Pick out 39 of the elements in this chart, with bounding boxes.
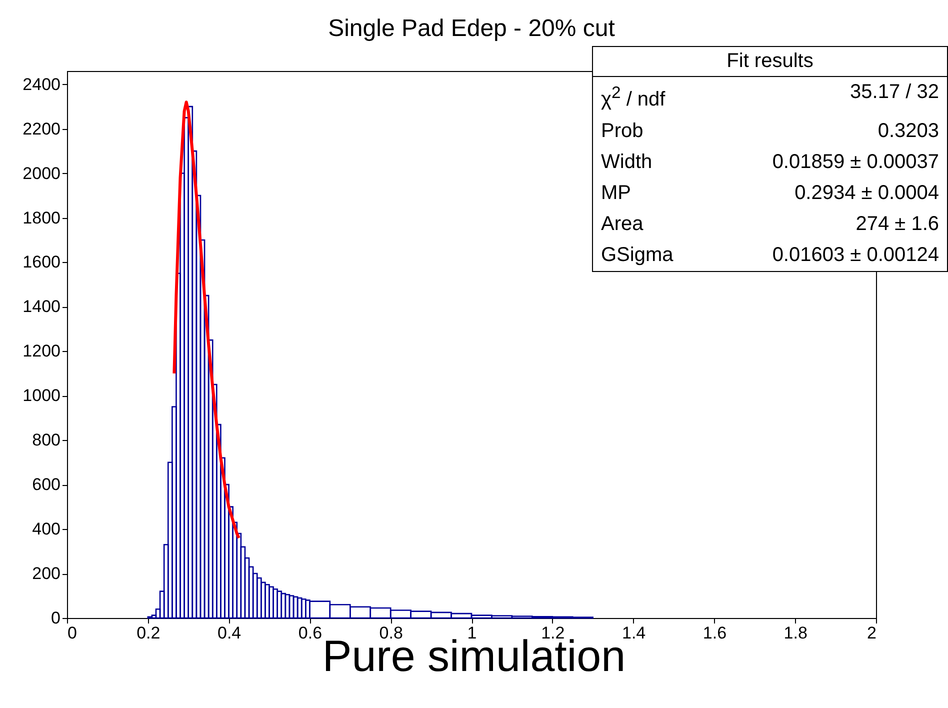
annotation: 0.01859 ± 0.00037 <box>772 150 939 175</box>
x-tick-label: 1.6 <box>702 624 727 642</box>
y-tick-label: 1800 <box>22 208 60 228</box>
y-tick-label: 1600 <box>22 252 60 272</box>
y-tick-label: 600 <box>32 475 60 494</box>
x-tick-label: 1.8 <box>784 624 808 642</box>
annotation: GSigma <box>601 242 674 268</box>
line-series <box>172 100 240 540</box>
y-tick-label: 1200 <box>22 342 60 361</box>
annotation: Area <box>601 212 644 237</box>
y-tick-label: 2000 <box>22 164 60 183</box>
annotation: 0.01603 ± 0.00124 <box>772 242 939 268</box>
y-tick-label: 400 <box>32 520 60 539</box>
y-tick-label: 1000 <box>22 386 60 406</box>
y-tick-label: 200 <box>32 564 60 584</box>
x-tick-label: 1.4 <box>622 624 646 642</box>
y-tick-label: 0 <box>51 608 60 628</box>
y-tick-label: 2400 <box>22 74 60 94</box>
x-tick-label: 2 <box>867 624 876 642</box>
annotation: Prob <box>601 118 644 144</box>
annotation: χ$^{2}$ / ndf <box>601 82 666 113</box>
y-tick-label: 800 <box>32 430 60 450</box>
annotation: Fit results <box>593 47 947 77</box>
annotation: 0.2934 ± 0.0004 <box>794 180 939 206</box>
y-tick-label: 1400 <box>22 297 60 316</box>
x-tick-label: 1 <box>467 624 477 642</box>
x-tick-label: 0.4 <box>217 624 242 642</box>
x-tick-label: 1.2 <box>541 624 565 642</box>
annotation: MP <box>601 180 631 206</box>
x-tick-label: 0 <box>68 624 77 642</box>
annotation: 35.17 / 32 <box>850 80 939 105</box>
annotation: Width <box>601 150 652 175</box>
chart-title: Single Pad Edep - 20% cut <box>328 15 616 42</box>
annotation: 274 ± 1.6 <box>856 212 939 237</box>
text: 0.3203 <box>878 118 939 144</box>
x-tick-label: 0.2 <box>136 624 160 642</box>
y-tick-label: 2200 <box>22 119 60 138</box>
x-tick-label: 0.6 <box>298 624 322 642</box>
x-tick-label: 0.8 <box>379 624 403 642</box>
